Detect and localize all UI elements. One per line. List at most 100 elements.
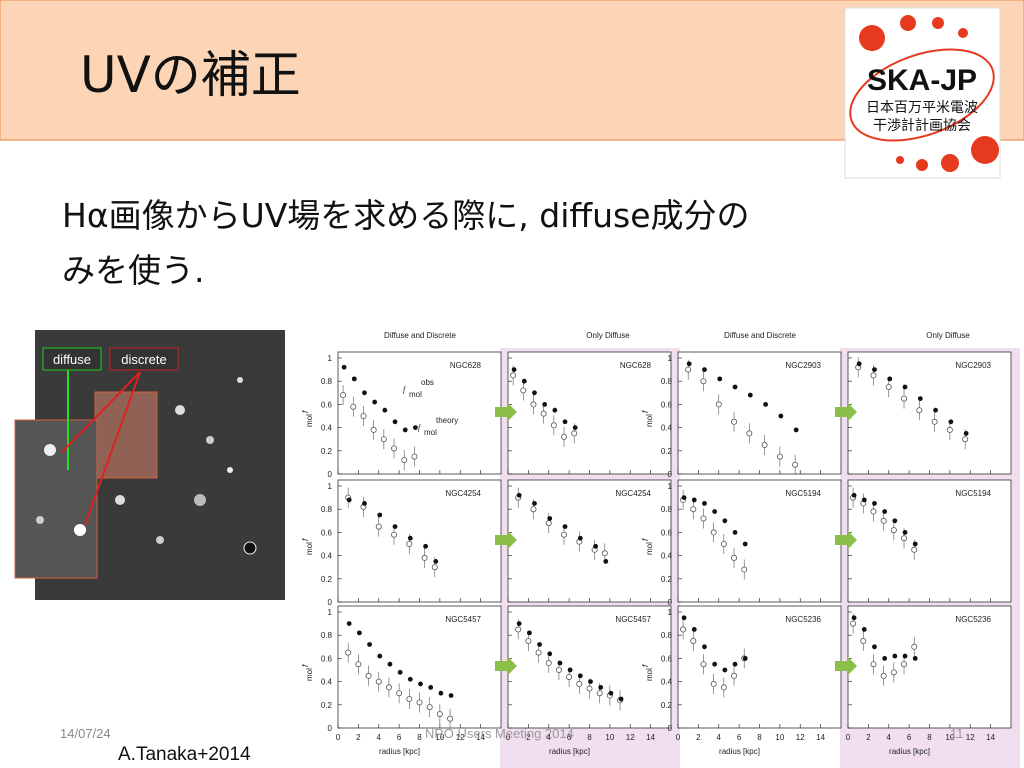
logo-dot bbox=[896, 156, 904, 164]
y-tick-label: 0.4 bbox=[661, 424, 673, 433]
theory-point bbox=[566, 673, 573, 680]
y-tick-label: 1 bbox=[328, 354, 333, 363]
theory-point bbox=[741, 566, 748, 573]
theory-point bbox=[380, 436, 387, 443]
obs-point bbox=[691, 627, 697, 632]
obs-point bbox=[608, 690, 614, 696]
x-tick-label: 0 bbox=[506, 733, 511, 742]
theory-point bbox=[720, 541, 727, 548]
y-tick-label: 0.4 bbox=[661, 552, 673, 561]
theory-point bbox=[731, 672, 738, 679]
panel-frame bbox=[507, 605, 672, 729]
y-tick-label: 0.6 bbox=[661, 528, 673, 537]
image-label: diffuse bbox=[53, 352, 91, 367]
transition-arrow bbox=[835, 656, 857, 676]
transition-arrow bbox=[495, 530, 517, 550]
obs-point bbox=[912, 541, 918, 547]
theory-point bbox=[792, 461, 799, 468]
obs-point bbox=[341, 364, 347, 370]
obs-point bbox=[887, 376, 893, 382]
theory-point bbox=[700, 515, 707, 522]
transition-arrow bbox=[835, 402, 857, 422]
theory-point bbox=[901, 535, 908, 542]
y-tick-label: 0.8 bbox=[661, 631, 673, 640]
slide-title: UVの補正 bbox=[80, 46, 301, 104]
x-tick-label: 12 bbox=[456, 733, 465, 742]
y-axis-label: f bbox=[641, 410, 650, 413]
column-title: Diffuse and Discrete bbox=[384, 331, 456, 340]
image-blob bbox=[227, 467, 233, 473]
theory-point bbox=[385, 684, 392, 691]
theory-point bbox=[586, 685, 593, 692]
x-tick-label: 10 bbox=[775, 733, 784, 742]
y-axis-label: f bbox=[641, 538, 650, 541]
obs-point bbox=[902, 530, 908, 535]
obs-point bbox=[346, 621, 352, 626]
theory-point bbox=[401, 457, 408, 464]
image-blob bbox=[175, 405, 185, 415]
legend-sup: theory bbox=[436, 416, 458, 425]
y-tick-label: 0 bbox=[328, 598, 333, 607]
panel-frame bbox=[847, 479, 1012, 603]
panel-name: NGC5194 bbox=[785, 489, 821, 498]
theory-point bbox=[555, 667, 562, 674]
panel-name: NGC628 bbox=[620, 361, 652, 370]
panel-name: NGC5236 bbox=[785, 615, 821, 624]
zoom-region bbox=[94, 391, 158, 479]
theory-point bbox=[690, 638, 697, 645]
theory-point bbox=[535, 649, 542, 656]
y-tick-label: 0.2 bbox=[661, 575, 673, 584]
y-tick-label: 0 bbox=[668, 598, 673, 607]
obs-point bbox=[902, 653, 908, 659]
y-tick-label: 0.4 bbox=[321, 424, 333, 433]
x-tick-label: 14 bbox=[646, 733, 655, 742]
obs-point bbox=[702, 501, 707, 506]
panel-frame bbox=[677, 605, 842, 729]
obs-point bbox=[562, 524, 568, 529]
theory-point bbox=[680, 626, 687, 633]
theory-point bbox=[911, 546, 918, 553]
obs-point bbox=[681, 615, 687, 621]
obs-point bbox=[778, 413, 784, 419]
transition-arrow bbox=[835, 530, 857, 550]
theory-point bbox=[946, 426, 953, 433]
y-tick-label: 0 bbox=[668, 724, 673, 733]
obs-point bbox=[423, 543, 428, 549]
y-axis-label-sub: mol bbox=[645, 414, 654, 427]
y-axis-label: f bbox=[641, 664, 650, 667]
obs-point bbox=[526, 630, 532, 636]
obs-point bbox=[392, 524, 398, 529]
obs-point bbox=[861, 627, 867, 632]
theory-point bbox=[406, 696, 413, 703]
theory-point bbox=[550, 422, 557, 429]
obs-point bbox=[948, 419, 954, 425]
theory-point bbox=[870, 661, 877, 668]
obs-point bbox=[882, 509, 888, 514]
y-tick-label: 0.6 bbox=[661, 654, 673, 663]
obs-point bbox=[722, 518, 728, 524]
x-tick-label: 10 bbox=[945, 733, 954, 742]
theory-point bbox=[406, 541, 413, 548]
logo-dot bbox=[932, 17, 944, 29]
theory-point bbox=[710, 680, 717, 687]
theory-point bbox=[885, 383, 892, 390]
y-tick-label: 0.4 bbox=[321, 678, 333, 687]
x-tick-label: 6 bbox=[567, 733, 572, 742]
theory-point bbox=[355, 661, 362, 668]
image-blob bbox=[156, 536, 164, 544]
obs-point bbox=[717, 376, 723, 382]
panel-frame bbox=[337, 351, 502, 475]
obs-point bbox=[532, 390, 537, 396]
obs-point bbox=[732, 530, 738, 535]
x-tick-label: 8 bbox=[757, 733, 762, 742]
transition-arrow bbox=[495, 402, 517, 422]
logo-dot bbox=[958, 28, 968, 38]
theory-point bbox=[901, 661, 908, 668]
plot-grid: Diffuse and Discrete Only Diffuse Diffuse … bbox=[301, 331, 1020, 768]
obs-point bbox=[407, 535, 413, 541]
x-tick-label: 2 bbox=[696, 733, 701, 742]
obs-point bbox=[681, 495, 687, 500]
obs-point bbox=[742, 656, 748, 661]
obs-point bbox=[448, 693, 454, 698]
obs-point bbox=[562, 419, 568, 425]
